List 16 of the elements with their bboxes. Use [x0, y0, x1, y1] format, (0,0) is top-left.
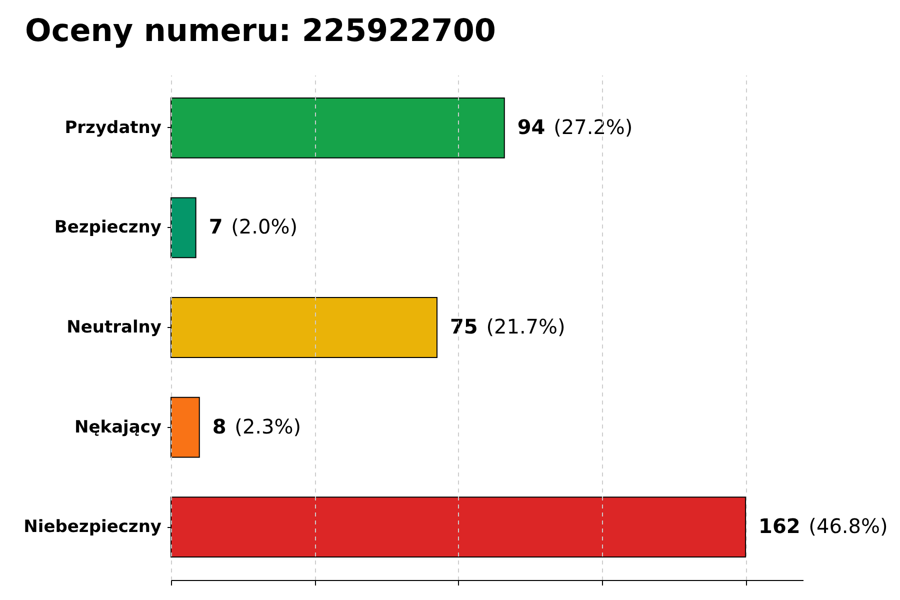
- data-label: 8 (2.3%): [212, 414, 302, 438]
- data-label: 75 (21.7%): [450, 314, 566, 338]
- y-tick-label: Bezpieczny: [54, 218, 162, 238]
- y-tick-label: Przydatny: [64, 118, 162, 138]
- bar: [170, 297, 438, 358]
- bar: [170, 197, 196, 258]
- y-tick-label: Neutralny: [66, 318, 162, 338]
- y-tick-label: Niebezpieczny: [24, 517, 162, 538]
- data-label: 162 (46.8%): [758, 514, 888, 538]
- y-tick-label: Nękający: [74, 417, 162, 438]
- bar: [170, 396, 200, 458]
- bar: [170, 97, 505, 158]
- data-label: 94 (27.2%): [517, 114, 633, 139]
- chart-title: Oceny numeru: 225922700: [25, 13, 496, 49]
- bar: [170, 496, 746, 558]
- data-label: 7 (2.0%): [208, 214, 298, 239]
